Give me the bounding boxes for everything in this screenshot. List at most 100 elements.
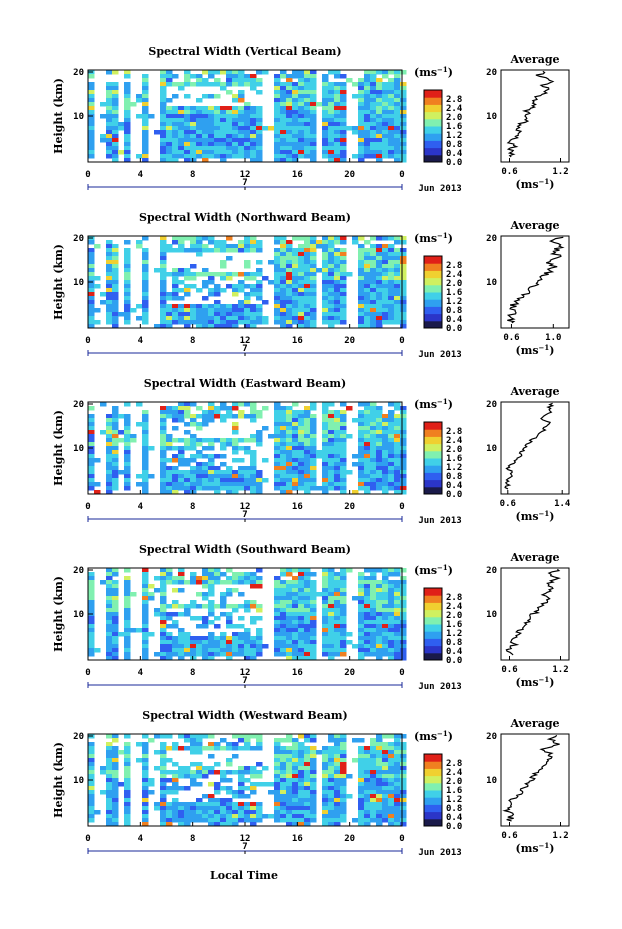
heatmap-cell <box>310 264 317 269</box>
heatmap-cell <box>274 410 281 415</box>
heatmap-cell <box>304 782 311 787</box>
heatmap-cell <box>358 814 365 819</box>
heatmap-cell <box>250 580 257 585</box>
heatmap-cell <box>238 82 245 87</box>
heatmap-cell <box>256 312 263 317</box>
heatmap-cell <box>208 810 215 815</box>
heatmap-cell <box>142 236 149 241</box>
heatmap-cell <box>124 478 131 483</box>
heatmap-cell <box>226 244 233 249</box>
heatmap-cell <box>340 74 347 79</box>
heatmap-cell <box>190 746 197 751</box>
heatmap-cell <box>202 592 209 597</box>
heatmap-cell <box>196 486 203 491</box>
heatmap-cell <box>322 146 329 151</box>
heatmap-cell <box>370 94 377 99</box>
heatmap-cell <box>178 454 185 459</box>
heatmap-cell <box>334 256 341 261</box>
heatmap-cell <box>400 276 407 281</box>
heatmap-cell <box>166 272 173 277</box>
heatmap-cell <box>340 770 347 775</box>
heatmap-cell <box>214 604 221 609</box>
heatmap-cell <box>400 774 407 779</box>
heatmap-cell <box>238 806 245 811</box>
heatmap-cell <box>124 308 131 313</box>
heatmap-cell <box>286 122 293 127</box>
x-tick-label: 12 <box>240 502 251 512</box>
heatmap-cell <box>100 402 107 407</box>
heatmap-cell <box>382 94 389 99</box>
heatmap-cell <box>340 766 347 771</box>
heatmap-cell <box>160 284 167 289</box>
heatmap-cell <box>160 568 167 573</box>
heatmap-cell <box>190 240 197 245</box>
heatmap-cell <box>244 284 251 289</box>
heatmap-cell <box>184 70 191 75</box>
heatmap-cell <box>292 146 299 151</box>
heatmap-cell <box>196 466 203 471</box>
colorbar-frame <box>423 255 443 329</box>
heatmap <box>88 734 407 827</box>
heatmap-cell <box>388 608 395 613</box>
heatmap-cell <box>208 292 215 297</box>
heatmap-cell <box>352 644 359 649</box>
heatmap-cell <box>124 86 131 91</box>
heatmap-cell <box>238 648 245 653</box>
date-label: Jun 2013 <box>418 516 461 526</box>
heatmap-cell <box>256 134 263 139</box>
heatmap-cell <box>274 150 281 155</box>
heatmap-cell <box>142 252 149 257</box>
heatmap-cell <box>142 272 149 277</box>
heatmap-cell <box>208 454 215 459</box>
heatmap-cell <box>298 640 305 645</box>
heatmap-cell <box>184 292 191 297</box>
heatmap-cell <box>388 568 395 573</box>
heatmap-cell <box>340 490 347 495</box>
heatmap-cell <box>250 248 257 253</box>
heatmap-cell <box>172 798 179 803</box>
heatmap-cell <box>370 260 377 265</box>
heatmap-cell <box>244 122 251 127</box>
heatmap-cell <box>202 236 209 241</box>
heatmap-cell <box>124 414 131 419</box>
heatmap-cell <box>250 770 257 775</box>
heatmap-cell <box>124 742 131 747</box>
heatmap-cell <box>376 300 383 305</box>
colorbar-segment <box>424 90 442 98</box>
heatmap-cell <box>124 442 131 447</box>
heatmap-cell <box>112 442 119 447</box>
heatmap-cell <box>196 774 203 779</box>
heatmap-cell <box>202 652 209 657</box>
heatmap-cell <box>400 478 407 483</box>
heatmap-cell <box>142 596 149 601</box>
heatmap-cell <box>394 742 401 747</box>
heatmap-cell <box>334 418 341 423</box>
heatmap-cell <box>364 122 371 127</box>
heatmap-cell <box>376 656 383 661</box>
heatmap-cell <box>340 296 347 301</box>
heatmap-cell <box>214 410 221 415</box>
heatmap-cell <box>340 454 347 459</box>
heatmap-cell <box>250 414 257 419</box>
heatmap-cell <box>244 818 251 823</box>
heatmap-cell <box>244 746 251 751</box>
heatmap-cell <box>376 738 383 743</box>
heatmap-cell <box>106 154 113 159</box>
heatmap-cell <box>346 774 353 779</box>
x-tick-label: 16 <box>292 502 303 512</box>
heatmap-cell <box>388 794 395 799</box>
heatmap-cell <box>280 592 287 597</box>
heatmap-cell <box>364 324 371 329</box>
heatmap-cell <box>370 288 377 293</box>
heatmap-cell <box>310 236 317 241</box>
heatmap-cell <box>394 406 401 411</box>
heatmap-cell <box>400 236 407 241</box>
heatmap-cell <box>322 434 329 439</box>
heatmap-cell <box>364 568 371 573</box>
heatmap-cell <box>286 822 293 827</box>
heatmap-cell <box>142 746 149 751</box>
heatmap-cell <box>364 154 371 159</box>
heatmap-cell <box>364 604 371 609</box>
heatmap-cell <box>142 446 149 451</box>
heatmap-cell <box>370 304 377 309</box>
